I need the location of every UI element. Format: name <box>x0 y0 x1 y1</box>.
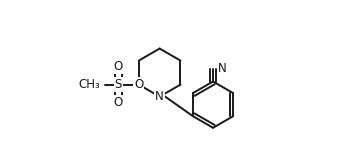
Text: N: N <box>218 62 226 75</box>
Text: O: O <box>134 78 143 91</box>
Text: S: S <box>115 78 122 91</box>
Text: CH₃: CH₃ <box>78 78 100 91</box>
Text: O: O <box>114 96 123 109</box>
Text: O: O <box>114 60 123 73</box>
Text: N: N <box>155 90 164 103</box>
